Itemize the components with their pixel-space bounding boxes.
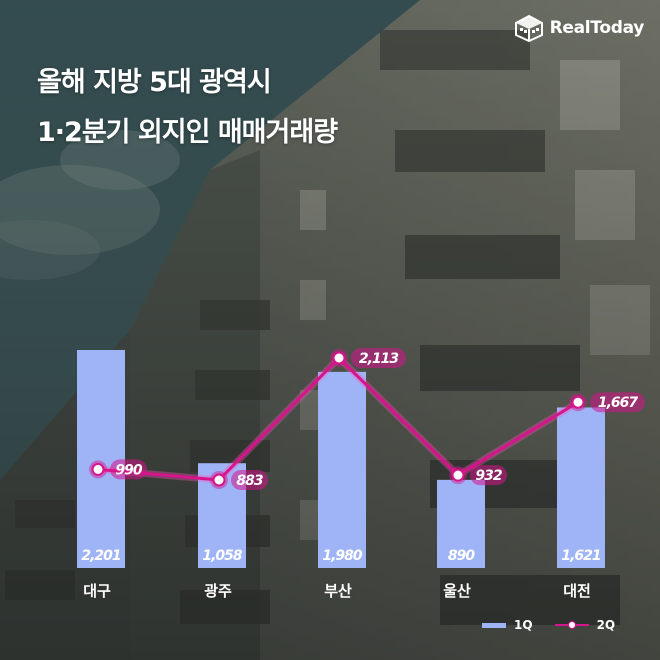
category-label-3: 울산 (443, 582, 471, 600)
line-label-bg-4 (590, 392, 645, 413)
chart-title: 올해 지방 5대 광역시 1·2분기 외지인 매매거래량 (37, 58, 338, 158)
category-label-1: 광주 (204, 582, 232, 600)
bar-1q-4 (557, 407, 605, 568)
building-cube-icon (514, 14, 543, 42)
line-label-bg-2 (351, 348, 406, 368)
line-value-label-2: 2,113 (359, 351, 399, 367)
bar-value-label-3: 890 (448, 548, 475, 564)
bar-1q-0 (77, 350, 125, 568)
legend-label-1q: 1Q (514, 618, 533, 632)
title-line-1: 올해 지방 5대 광역시 (37, 67, 272, 98)
line-label-bg-0 (110, 459, 147, 480)
category-label-4: 대전 (563, 582, 591, 600)
line-point-2q-2 (332, 351, 346, 365)
bar-value-label-0: 2,201 (81, 548, 121, 564)
legend-item-2q: 2Q (554, 618, 616, 632)
category-label-2: 부산 (324, 582, 352, 600)
line-value-label-1: 883 (236, 473, 262, 489)
line-value-label-3: 932 (475, 468, 501, 484)
category-label-0: 대구 (83, 582, 111, 600)
line-value-label-4: 1,667 (598, 395, 639, 411)
line-point-2q-3 (451, 468, 465, 482)
brand-logo: RealToday (514, 14, 644, 42)
line-point-2q-4 (571, 395, 585, 409)
line-value-label-0: 990 (115, 462, 142, 478)
line-point-2q-0 (91, 462, 105, 476)
bar-1q-2 (318, 371, 366, 568)
legend-item-1q: 1Q (482, 618, 533, 632)
bar-1q-3 (437, 479, 485, 568)
bar-value-label-1: 1,058 (202, 548, 243, 564)
line-label-bg-3 (470, 465, 507, 486)
legend-bar-swatch (482, 622, 506, 628)
legend-label-2q: 2Q (596, 618, 616, 632)
brand-name: RealToday (549, 18, 645, 38)
line-point-2q-1 (212, 473, 226, 487)
line-label-bg-1 (231, 470, 268, 490)
title-line-2: 1·2분기 외지인 매매거래량 (37, 117, 338, 148)
legend-line-swatch (554, 620, 589, 630)
bar-value-label-2: 1,980 (322, 548, 363, 564)
legend: 1Q 2Q (482, 618, 637, 632)
bar-value-label-4: 1,621 (561, 548, 601, 564)
